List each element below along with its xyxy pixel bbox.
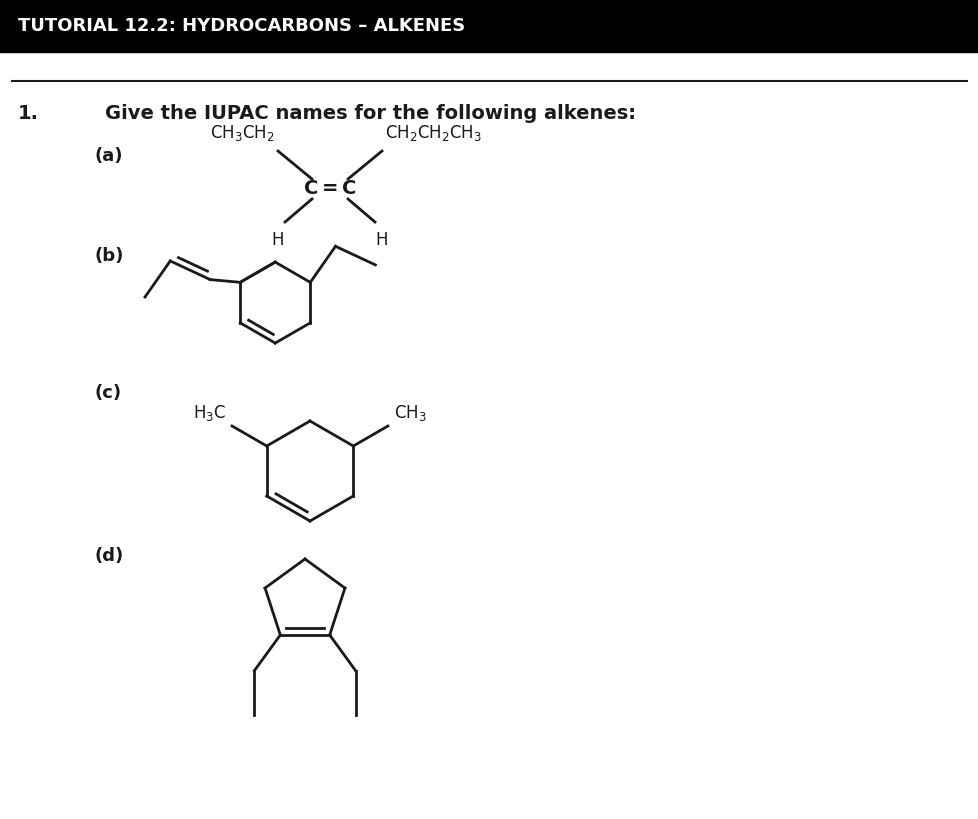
Text: H: H xyxy=(272,231,284,249)
Bar xyxy=(0,0,978,52)
Text: 1.: 1. xyxy=(18,104,39,123)
Text: (d): (d) xyxy=(95,547,124,565)
Text: Give the IUPAC names for the following alkenes:: Give the IUPAC names for the following a… xyxy=(105,104,636,123)
Text: $\mathregular{CH_2CH_2CH_3}$: $\mathregular{CH_2CH_2CH_3}$ xyxy=(384,123,481,143)
Text: (c): (c) xyxy=(95,384,122,402)
Text: (a): (a) xyxy=(95,147,123,165)
Text: $\bf{C{=}C}$: $\bf{C{=}C}$ xyxy=(303,179,356,198)
Text: $\mathregular{CH_3CH_2}$: $\mathregular{CH_3CH_2}$ xyxy=(210,123,275,143)
Text: H: H xyxy=(376,231,388,249)
Text: (b): (b) xyxy=(95,247,124,265)
Text: TUTORIAL 12.2: HYDROCARBONS – ALKENES: TUTORIAL 12.2: HYDROCARBONS – ALKENES xyxy=(18,17,465,35)
Text: $\mathregular{CH_3}$: $\mathregular{CH_3}$ xyxy=(393,403,426,423)
Text: $\mathregular{H_3C}$: $\mathregular{H_3C}$ xyxy=(193,403,226,423)
